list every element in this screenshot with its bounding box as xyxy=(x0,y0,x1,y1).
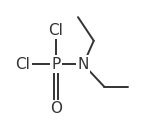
Text: N: N xyxy=(78,57,89,72)
Text: P: P xyxy=(51,57,60,72)
Text: Cl: Cl xyxy=(48,23,63,38)
Text: O: O xyxy=(50,101,62,116)
Text: Cl: Cl xyxy=(15,57,30,72)
